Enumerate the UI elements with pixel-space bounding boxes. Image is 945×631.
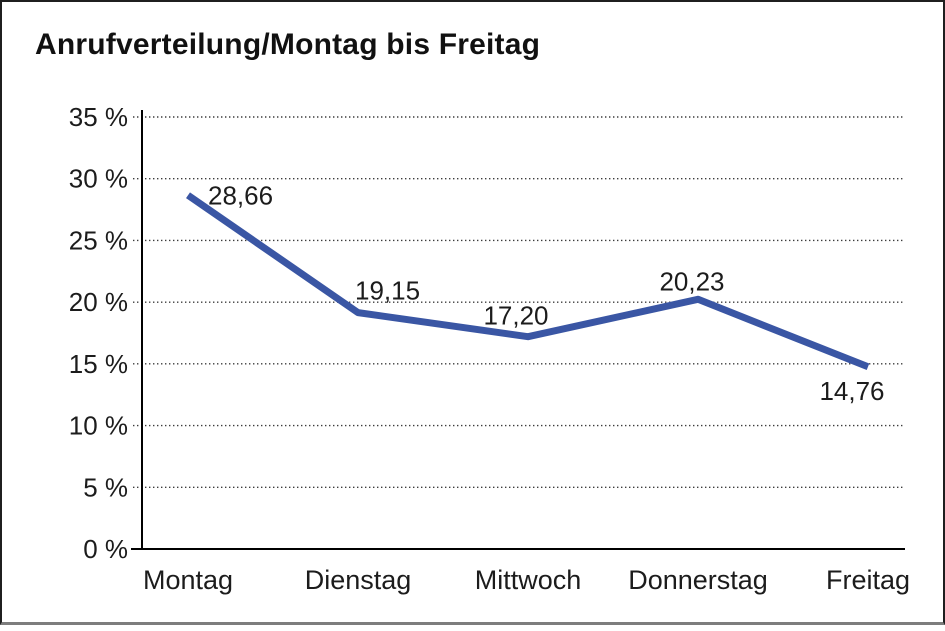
- data-point-label: 28,66: [208, 180, 273, 210]
- x-category-label: Mittwoch: [475, 565, 582, 595]
- x-category-label: Donnerstag: [628, 565, 768, 595]
- y-tick-label: 30 %: [69, 164, 128, 194]
- series-line: [186, 192, 870, 371]
- y-tick-label: 25 %: [69, 225, 128, 255]
- y-tick-label: 15 %: [69, 349, 128, 379]
- data-point-label: 17,20: [483, 301, 548, 331]
- data-point-label: 20,23: [659, 266, 724, 296]
- chart-title: Anrufverteilung/Montag bis Freitag: [35, 28, 541, 61]
- y-tick-label: 35 %: [69, 102, 128, 132]
- data-point-label: 14,76: [819, 376, 884, 406]
- y-tick-label: 10 %: [69, 411, 128, 441]
- y-tick-label: 20 %: [69, 287, 128, 317]
- x-category-label: Freitag: [826, 565, 910, 595]
- x-category-label: Montag: [143, 565, 233, 595]
- y-tick-label: 0 %: [83, 534, 128, 564]
- y-tick-label: 5 %: [83, 472, 128, 502]
- data-point-label: 19,15: [355, 276, 420, 306]
- x-category-label: Dienstag: [305, 565, 412, 595]
